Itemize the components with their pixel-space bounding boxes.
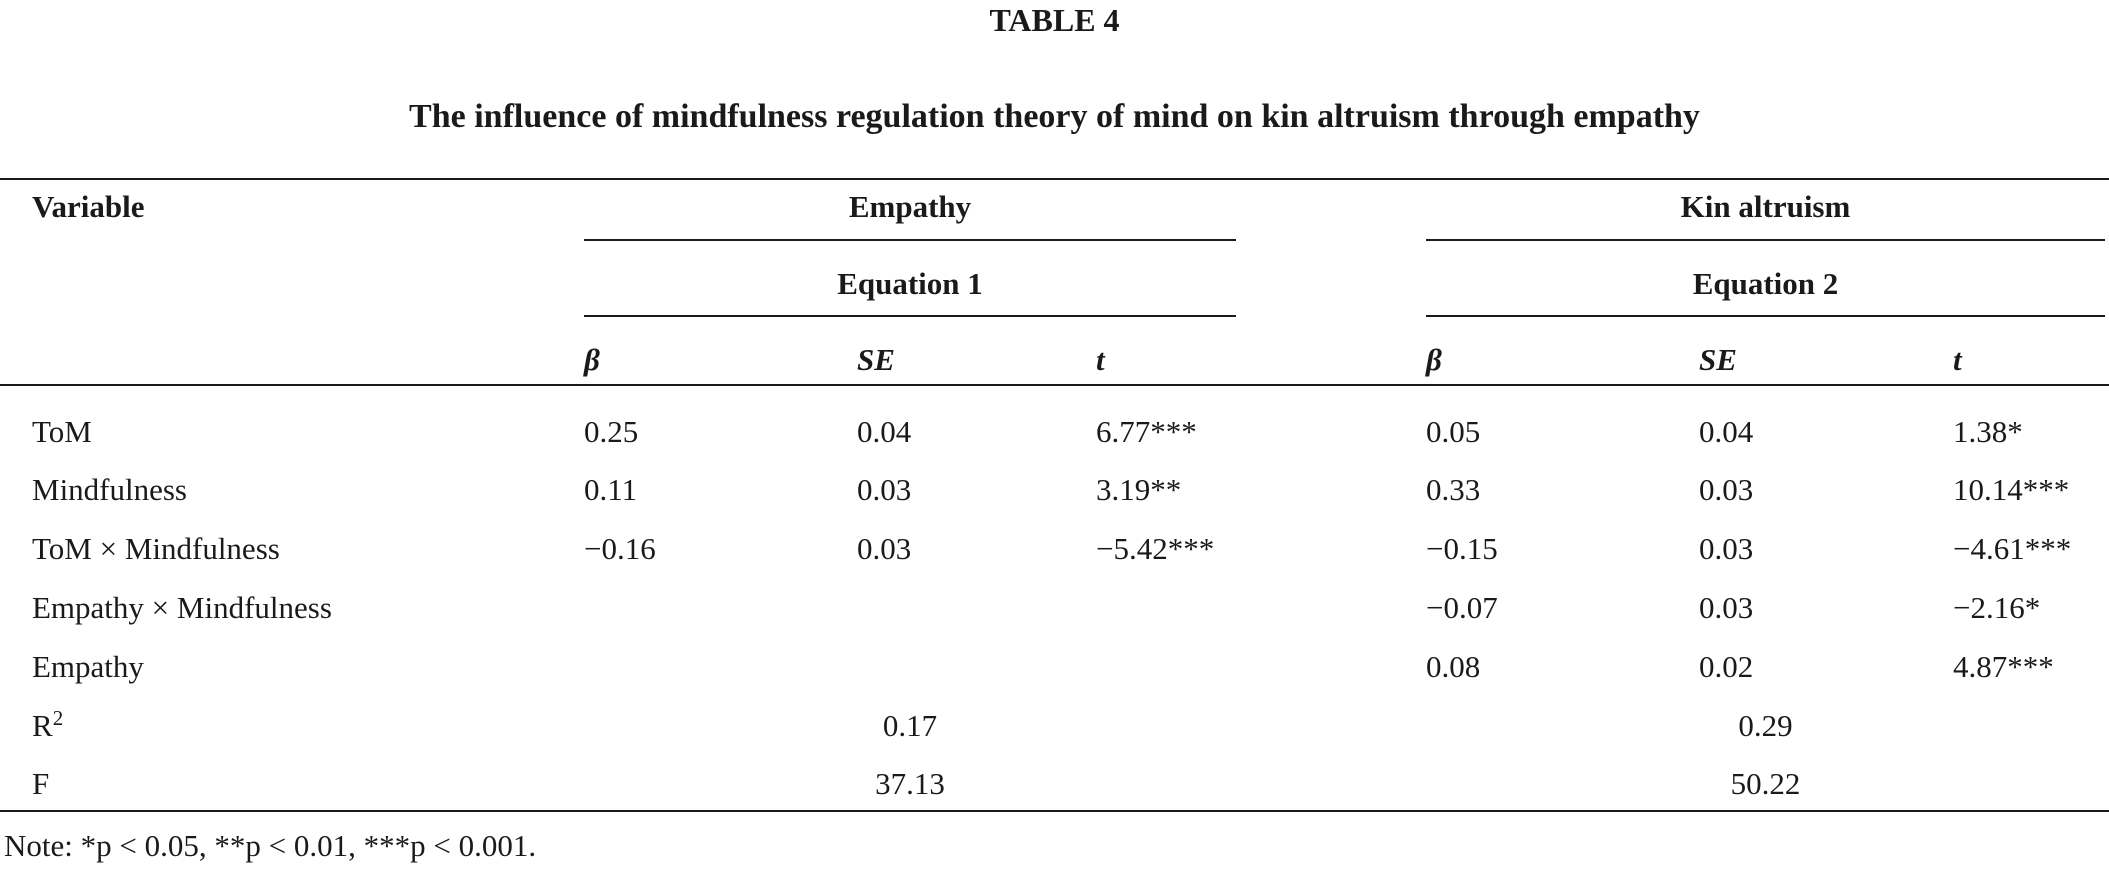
r-squared-base: R	[32, 708, 53, 743]
equation-1-underline	[584, 315, 1236, 317]
col-t-2: t	[1953, 342, 1962, 377]
col-t-1: t	[1096, 342, 1105, 377]
r-squared-eq1: 0.17	[882, 708, 938, 743]
table-cell: 4.87***	[1953, 649, 2054, 684]
r-squared-eq2: 0.29	[1738, 708, 1793, 743]
kin-altruism-underline	[1426, 239, 2105, 241]
table-cell: −0.07	[1426, 590, 1498, 625]
header-variable: Variable	[32, 189, 145, 224]
table-cell: 0.03	[1699, 590, 1754, 625]
table-cell: 0.11	[584, 472, 638, 507]
table-cell: 0.25	[584, 414, 639, 449]
f-eq2: 50.22	[1730, 766, 1801, 801]
table-label: TABLE 4	[989, 2, 1120, 38]
row-variable: Mindfulness	[32, 472, 187, 507]
top-rule	[0, 178, 2109, 180]
equation-2-underline	[1426, 315, 2105, 317]
row-variable-r-squared: R2	[32, 706, 63, 746]
header-empathy: Empathy	[848, 189, 972, 224]
table-cell: 10.14***	[1953, 472, 2070, 507]
table-cell: 0.02	[1699, 649, 1754, 684]
header-equation-2: Equation 2	[1692, 266, 1839, 301]
table-cell: 1.38*	[1953, 414, 2023, 449]
col-beta-1: β	[584, 342, 600, 377]
col-se-2: SE	[1699, 342, 1737, 377]
table-cell: 3.19**	[1096, 472, 1182, 507]
row-variable: Empathy	[32, 649, 144, 684]
empathy-underline	[584, 239, 1236, 241]
header-kin-altruism: Kin altruism	[1680, 189, 1851, 224]
table-cell: 0.04	[857, 414, 912, 449]
table-cell: 0.03	[857, 531, 912, 566]
table-cell: −0.15	[1426, 531, 1498, 566]
table-cell: 0.05	[1426, 414, 1481, 449]
f-eq1: 37.13	[875, 766, 945, 801]
table-cell: 0.03	[1699, 472, 1754, 507]
row-variable-f: F	[32, 766, 50, 801]
table-cell: 0.33	[1426, 472, 1481, 507]
header-equation-1: Equation 1	[837, 266, 983, 301]
table-cell: 0.03	[857, 472, 912, 507]
table-title: The influence of mindfulness regulation …	[409, 98, 1700, 135]
col-se-1: SE	[857, 342, 895, 377]
table-cell: −0.16	[584, 531, 656, 566]
table-cell: 0.08	[1426, 649, 1481, 684]
header-bottom-rule	[0, 384, 2109, 386]
bottom-rule	[0, 810, 2109, 812]
table-cell: −2.16*	[1953, 590, 2041, 625]
table-note: Note: *p < 0.05, **p < 0.01, ***p < 0.00…	[4, 828, 537, 863]
table-cell: 0.03	[1699, 531, 1754, 566]
table-cell: −4.61***	[1953, 531, 2072, 566]
row-variable: ToM × Mindfulness	[32, 531, 280, 566]
r-squared-superscript: 2	[52, 706, 64, 730]
table-cell: 0.04	[1699, 414, 1754, 449]
table-cell: 6.77***	[1096, 414, 1197, 449]
row-variable: Empathy × Mindfulness	[32, 590, 332, 625]
col-beta-2: β	[1426, 342, 1442, 377]
table-cell: −5.42***	[1096, 531, 1215, 566]
row-variable: ToM	[32, 414, 92, 449]
